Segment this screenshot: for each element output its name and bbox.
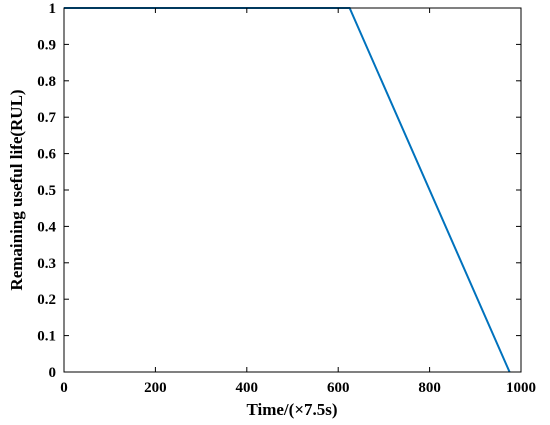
y-tick-label: 0.7	[37, 110, 56, 126]
plot-area	[64, 8, 521, 372]
x-tick-label: 800	[418, 380, 441, 396]
x-axis-label: Time/(×7.5s)	[246, 400, 337, 419]
x-tick-label: 600	[327, 380, 350, 396]
y-tick-label: 0.3	[37, 256, 56, 272]
y-tick-label: 1	[49, 1, 57, 17]
x-tick-label: 1000	[506, 380, 536, 396]
y-tick-label: 0.5	[37, 183, 56, 199]
y-axis: 0 0.1 0.2 0.3 0.4 0.5 0.6 0.7 0.8 0.9 1	[37, 1, 521, 381]
y-tick-label: 0.9	[37, 37, 56, 53]
y-tick-label: 0.6	[37, 147, 56, 163]
y-tick-label: 0.8	[37, 74, 56, 90]
x-tick-label: 0	[60, 380, 68, 396]
y-tick-label: 0.4	[37, 219, 56, 235]
x-tick-label: 200	[144, 380, 167, 396]
x-tick-label: 400	[236, 380, 259, 396]
y-axis-label: Remaining useful life(RUL)	[7, 89, 26, 290]
y-tick-label: 0.1	[37, 329, 56, 345]
x-axis: 0 200 400 600 800 1000	[60, 8, 536, 396]
y-tick-label: 0.2	[37, 292, 56, 308]
y-tick-label: 0	[49, 365, 57, 381]
